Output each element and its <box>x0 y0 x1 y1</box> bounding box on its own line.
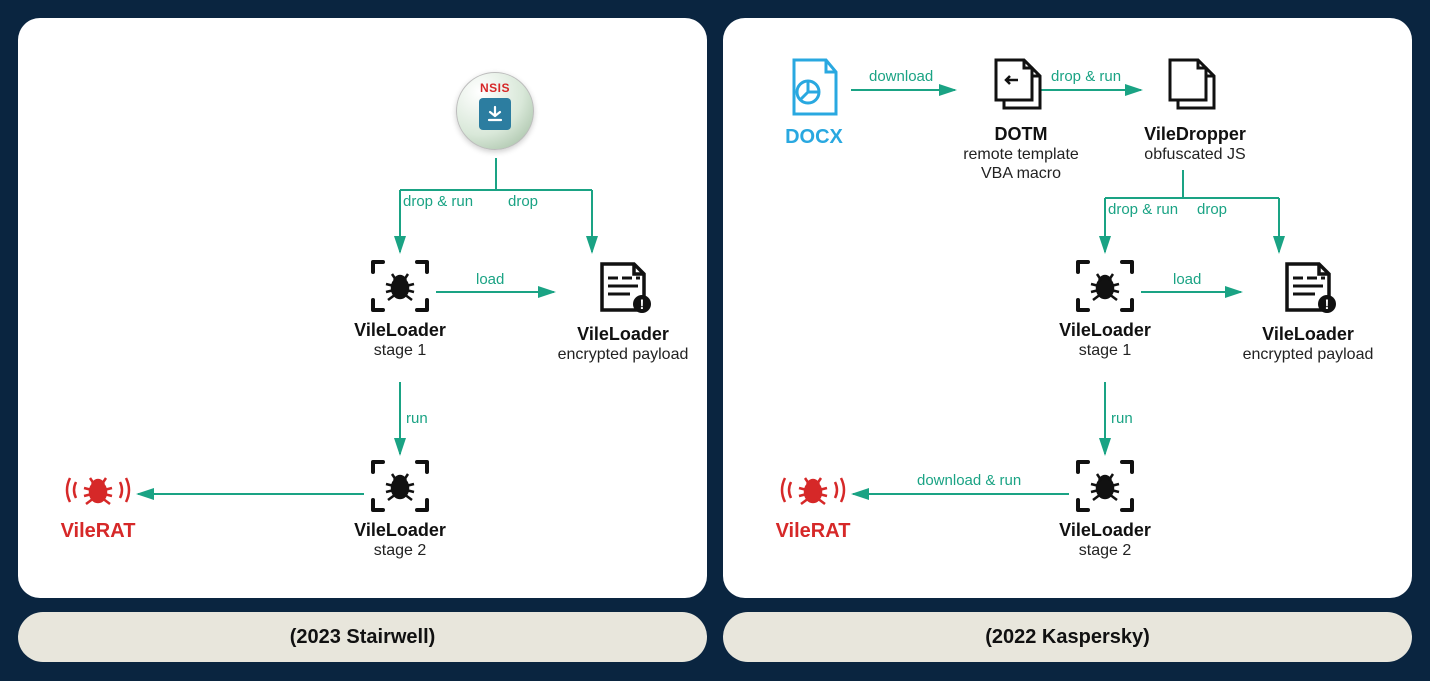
edge-drop-left: drop <box>508 193 538 210</box>
loader1-sub-left: stage 1 <box>374 341 426 360</box>
panel-right: DOCX download DOTM remote template VBA m… <box>723 18 1412 598</box>
loader2-title-left: VileLoader <box>354 520 446 541</box>
loader2-sub-left: stage 2 <box>374 541 426 560</box>
edge-run-right: run <box>1111 410 1133 427</box>
edge-droprun-right: drop & run <box>1108 201 1178 218</box>
payload-sub-right: encrypted payload <box>1243 345 1374 364</box>
viledropper-node: VileDropper obfuscated JS <box>1135 56 1255 164</box>
loader1-title-right: VileLoader <box>1059 320 1151 341</box>
dotm-title: DOTM <box>995 124 1048 145</box>
edge-download: download <box>869 68 933 85</box>
vileloader-stage2-left: VileLoader stage 2 <box>358 458 442 560</box>
vileloader-stage1-left: VileLoader stage 1 <box>358 258 442 360</box>
edge-run-left: run <box>406 410 428 427</box>
nsis-icon: NSIS <box>456 72 534 150</box>
caption-right: (2022 Kaspersky) <box>723 612 1412 662</box>
dotm-sub2: VBA macro <box>981 164 1061 183</box>
loader2-sub-right: stage 2 <box>1079 541 1131 560</box>
docx-node: DOCX <box>775 56 853 149</box>
caption-left: (2023 Stairwell) <box>18 612 707 662</box>
loader2-title-right: VileLoader <box>1059 520 1151 541</box>
panel-left: NSIS drop & run drop <box>18 18 707 598</box>
edge-load-right: load <box>1173 271 1201 288</box>
dropper-title: VileDropper <box>1144 124 1246 145</box>
nsis-label: NSIS <box>480 81 510 95</box>
vilerat-right: VileRAT <box>771 466 855 543</box>
vileloader-payload-left: ! VileLoader encrypted payload <box>548 258 698 364</box>
dotm-sub1: remote template <box>963 145 1079 164</box>
edge-droprun-left: drop & run <box>403 193 473 210</box>
payload-title-left: VileLoader <box>577 324 669 345</box>
vileloader-stage1-right: VileLoader stage 1 <box>1063 258 1147 360</box>
vileloader-payload-right: ! VileLoader encrypted payload <box>1233 258 1383 364</box>
vilerat-left: VileRAT <box>56 466 140 543</box>
docx-label: DOCX <box>785 126 843 149</box>
loader1-title-left: VileLoader <box>354 320 446 341</box>
svg-text:!: ! <box>1325 296 1330 312</box>
payload-sub-left: encrypted payload <box>558 345 689 364</box>
loader1-sub-right: stage 1 <box>1079 341 1131 360</box>
vileloader-stage2-right: VileLoader stage 2 <box>1063 458 1147 560</box>
edge-downloadrun: download & run <box>917 472 1021 489</box>
dropper-sub: obfuscated JS <box>1144 145 1245 164</box>
vilerat-label-left: VileRAT <box>61 520 136 543</box>
edge-droprun-top: drop & run <box>1051 68 1121 85</box>
edge-load-left: load <box>476 271 504 288</box>
edge-drop-right: drop <box>1197 201 1227 218</box>
vilerat-label-right: VileRAT <box>776 520 851 543</box>
payload-title-right: VileLoader <box>1262 324 1354 345</box>
svg-text:!: ! <box>640 296 645 312</box>
